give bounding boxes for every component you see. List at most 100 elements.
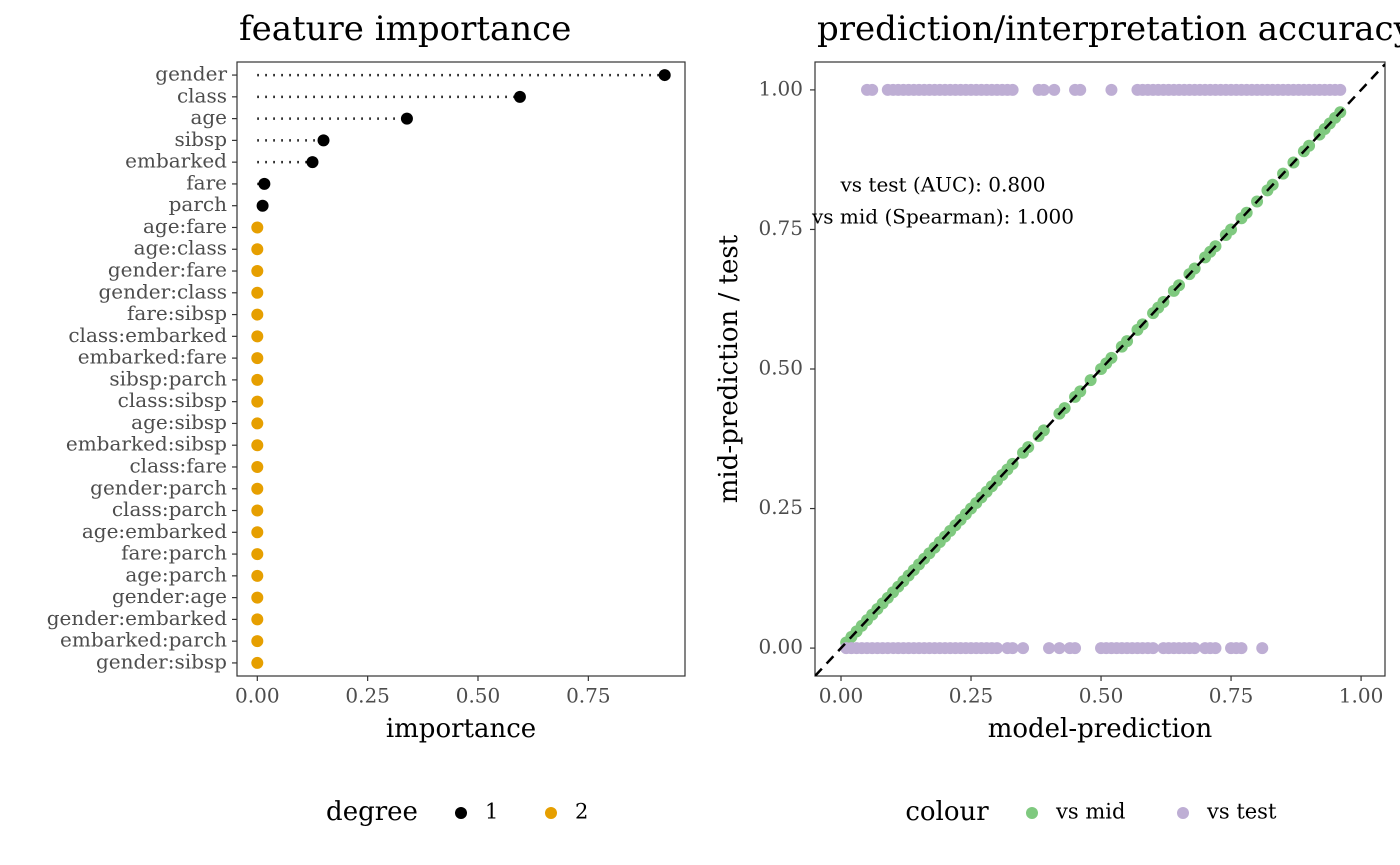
y-tick-label: gender:class <box>98 279 227 303</box>
y-tick-label: fare:sibsp <box>127 301 227 325</box>
y-tick-label: 0.50 <box>758 356 803 380</box>
y-tick-label: gender:age <box>112 584 227 608</box>
y-tick-label: 1.00 <box>758 76 803 100</box>
dot <box>251 308 264 321</box>
dot <box>513 90 526 103</box>
dot <box>251 591 264 604</box>
legend-label: vs mid <box>1055 800 1125 824</box>
y-tick-label: embarked:sibsp <box>66 432 227 456</box>
dot <box>251 613 264 626</box>
y-axis-title: mid-prediction / test <box>714 234 744 503</box>
legend-swatch <box>545 807 557 819</box>
y-tick-label: class:embarked <box>68 323 227 347</box>
dot <box>251 221 264 234</box>
y-tick-label: parch <box>169 192 227 216</box>
dot <box>306 156 319 169</box>
point <box>1188 642 1201 655</box>
dot <box>251 352 264 365</box>
x-tick-label: 0.00 <box>235 684 280 708</box>
dot <box>400 112 413 125</box>
y-tick-label: age:parch <box>125 562 227 586</box>
dot <box>251 395 264 408</box>
y-tick-label: age:embarked <box>82 519 227 543</box>
annotation: vs test (AUC): 0.800 <box>839 173 1045 197</box>
y-tick-label: fare <box>186 170 227 194</box>
dot <box>258 177 271 190</box>
dot <box>251 635 264 648</box>
dot <box>251 243 264 256</box>
y-tick-label: sibsp <box>174 127 227 151</box>
x-axis-title: model-prediction <box>988 714 1213 744</box>
x-tick-label: 0.75 <box>566 684 611 708</box>
y-tick-label: gender:parch <box>90 475 227 499</box>
legend-label: vs test <box>1206 800 1277 824</box>
x-tick-label: 0.25 <box>345 684 390 708</box>
dot <box>251 482 264 495</box>
point <box>1037 83 1050 96</box>
dot <box>251 504 264 517</box>
x-tick-label: 0.75 <box>1209 684 1254 708</box>
y-tick-label: age:class <box>134 236 227 260</box>
y-tick-label: gender <box>155 62 227 86</box>
point <box>1256 642 1269 655</box>
dot <box>251 439 264 452</box>
y-tick-label: 0.00 <box>758 635 803 659</box>
point <box>1074 83 1087 96</box>
dot <box>658 69 671 82</box>
point <box>1048 83 1061 96</box>
dot <box>251 286 264 299</box>
dot <box>251 569 264 582</box>
y-tick-label: embarked:fare <box>78 345 227 369</box>
legend-title: degree <box>326 797 418 827</box>
point <box>1053 642 1066 655</box>
legend-swatch <box>455 807 467 819</box>
x-axis-title: importance <box>386 714 536 744</box>
dot <box>317 134 330 147</box>
x-tick-label: 0.50 <box>456 684 501 708</box>
dot <box>251 265 264 278</box>
x-tick-label: 0.00 <box>819 684 864 708</box>
point <box>1043 642 1056 655</box>
y-tick-label: class:parch <box>112 497 227 521</box>
x-tick-label: 0.25 <box>949 684 994 708</box>
point <box>1006 83 1019 96</box>
dot <box>251 417 264 430</box>
point <box>866 83 879 96</box>
y-tick-label: class <box>177 83 227 107</box>
panel-border <box>236 61 686 677</box>
y-tick-label: fare:parch <box>121 541 227 565</box>
dot <box>251 460 264 473</box>
y-tick-label: gender:sibsp <box>96 649 227 673</box>
x-tick-label: 0.50 <box>1079 684 1124 708</box>
point <box>1334 83 1347 96</box>
y-tick-label: age:sibsp <box>131 410 227 434</box>
legend-label: 1 <box>485 800 498 824</box>
y-tick-label: embarked <box>125 149 227 173</box>
point <box>1209 642 1222 655</box>
dot <box>251 330 264 343</box>
y-tick-label: gender:embarked <box>47 606 228 630</box>
point <box>1235 642 1248 655</box>
point <box>1017 642 1030 655</box>
y-tick-label: class:fare <box>129 453 227 477</box>
y-tick-label: gender:fare <box>108 258 227 282</box>
dot <box>251 373 264 386</box>
y-tick-label: age:fare <box>143 214 227 238</box>
dot <box>251 526 264 539</box>
legend-swatch <box>1177 807 1189 819</box>
reference-line <box>815 63 1385 676</box>
point <box>991 642 1004 655</box>
chart-title: feature importance <box>239 9 571 49</box>
point <box>1069 642 1082 655</box>
chart-title: prediction/interpretation accuracy <box>817 9 1400 49</box>
y-tick-label: age <box>190 105 227 129</box>
legend-swatch <box>1026 807 1038 819</box>
dot <box>251 656 264 669</box>
y-tick-label: 0.75 <box>758 216 803 240</box>
x-tick-label: 1.00 <box>1339 684 1384 708</box>
point <box>1147 642 1160 655</box>
y-tick-label: sibsp:parch <box>109 366 227 390</box>
y-tick-label: class:sibsp <box>118 388 227 412</box>
annotations: vs test (AUC): 0.800 vs mid (Spearman): 1… <box>811 173 1074 229</box>
